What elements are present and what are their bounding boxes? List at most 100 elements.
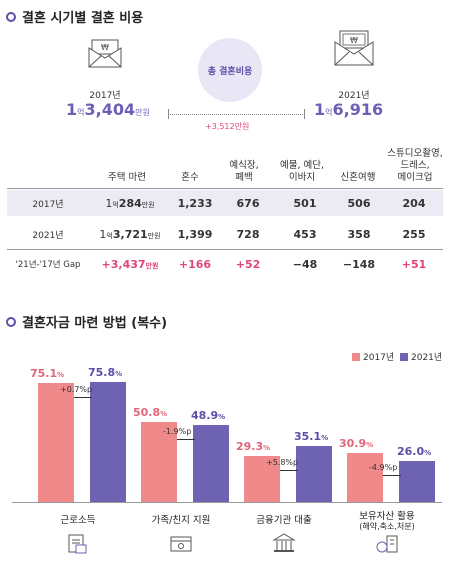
left-value: 3,404 <box>84 100 136 119</box>
col-header-studio: 스튜디오촬영, 드레스, 메이크업 <box>387 148 443 183</box>
diff-arrow <box>280 469 298 471</box>
left-prefix: 1 <box>66 100 78 119</box>
connector-tick-left <box>168 109 169 119</box>
bar-2021 <box>399 460 435 502</box>
gap-studio: +51 <box>401 257 427 271</box>
house-eok: 억 <box>106 231 113 240</box>
right-total: 1억6,916 <box>314 100 383 119</box>
category-label: 금융기관 대출 <box>256 515 312 526</box>
gap-gifts: −48 <box>292 257 318 271</box>
value-label-2017: 29.3% <box>236 439 271 453</box>
envelope-money-icon-2021: ₩ <box>334 30 374 66</box>
section-title-text: 결혼자금 마련 방법 (복수) <box>22 316 168 331</box>
diff-label: +0.7%p <box>60 385 93 395</box>
cash-stack-icon <box>170 536 192 552</box>
col-header-dowry: 혼수 <box>181 172 199 183</box>
section-title-cost: 결혼 시기별 결혼 비용 <box>6 7 143 26</box>
gap-venue: +52 <box>235 257 261 271</box>
chart-baseline <box>12 502 442 503</box>
bullet-icon <box>6 316 16 327</box>
left-eok: 억 <box>77 108 85 117</box>
diff-label: +5.8%p <box>266 457 299 467</box>
bar-2017 <box>141 421 177 502</box>
bank-icon <box>272 533 296 552</box>
envelope-money-icon: ₩ <box>88 39 122 68</box>
diff-arrow <box>383 474 401 476</box>
value-label-2021: 75.8% <box>88 366 123 379</box>
bar-2021 <box>296 446 332 502</box>
diff-arrow <box>177 438 195 440</box>
house-unit: 만원 <box>147 231 161 240</box>
value-label-2021: 48.9% <box>191 408 226 422</box>
venue-cell: 728 <box>236 227 260 241</box>
diff-label: -4.9%p <box>369 462 398 472</box>
payslip-icon <box>68 534 87 554</box>
category-label: 근로소득 <box>60 515 96 526</box>
right-eok: 억 <box>325 108 333 117</box>
col-header-house: 주택 마련 <box>108 172 146 183</box>
bar-2017 <box>347 453 383 502</box>
row-label: 2021년 <box>32 230 64 241</box>
category-label: 보유자산 활용 <box>359 511 415 522</box>
connector-tick-right <box>304 109 305 119</box>
legend-label-2021: 2021년 <box>411 353 443 363</box>
svg-text:₩: ₩ <box>350 36 358 45</box>
house-prefix: 1 <box>99 227 107 241</box>
gifts-cell: 501 <box>293 196 317 210</box>
studio-cell: 204 <box>402 196 426 210</box>
house-cell: 1억284만원 <box>89 197 171 210</box>
right-prefix: 1 <box>314 100 326 119</box>
gap-house-unit: 만원 <box>145 261 159 270</box>
section-title-text: 결혼 시기별 결혼 비용 <box>22 11 144 26</box>
gap-label: '21년-'17년 Gap <box>15 260 81 270</box>
dotted-connector <box>168 114 305 115</box>
house-unit: 만원 <box>141 200 155 209</box>
left-year: 2017년 <box>89 91 121 101</box>
legend-2021: 2021년 <box>400 350 442 363</box>
venue-cell: 676 <box>236 196 260 210</box>
col-header-honeymoon: 신혼여행 <box>340 172 376 183</box>
house-prefix: 1 <box>105 196 113 210</box>
gap-house-cell: +3,437만원 <box>89 258 171 271</box>
bar-2017 <box>244 455 280 502</box>
studio-cell: 255 <box>402 227 426 241</box>
category-label: 가족/친지 지원 <box>151 515 211 526</box>
gifts-cell: 453 <box>293 227 317 241</box>
bar-2021 <box>193 424 229 502</box>
total-cost-circle: 총 결혼비용 <box>198 38 262 102</box>
total-diff: +3,512만원 <box>205 122 250 131</box>
gap-house-value: +3,437 <box>101 257 146 271</box>
row-label: 2017년 <box>32 199 64 210</box>
value-label-2017: 30.9% <box>339 437 374 451</box>
house-value: 284 <box>118 196 142 210</box>
gap-honeymoon: −148 <box>342 257 376 271</box>
col-header-gifts: 예물, 예단, 이바지 <box>279 160 325 183</box>
house-cell: 1억3,721만원 <box>89 228 171 241</box>
category-sublabel: (해약,축소,처분) <box>359 522 415 531</box>
legend-2017: 2017년 <box>352 350 394 363</box>
legend-label-2017: 2017년 <box>363 353 395 363</box>
table-row-2017: 2017년 1억284만원 1,233 676 501 506 204 <box>7 190 443 216</box>
col-header-venue: 예식장, 폐백 <box>229 160 259 183</box>
diff-label: -1.9%p <box>163 426 192 436</box>
legend-swatch-2017 <box>352 352 360 361</box>
house-eok: 억 <box>112 200 119 209</box>
table-mid-border <box>7 249 443 250</box>
bullet-icon <box>6 11 16 22</box>
assets-icon <box>376 535 398 553</box>
table-row-2021: 2021년 1억3,721만원 1,399 728 453 358 255 <box>7 221 443 247</box>
dowry-cell: 1,233 <box>177 196 213 210</box>
gap-dowry: +166 <box>178 257 212 271</box>
table-top-border <box>7 188 443 189</box>
bar-2021 <box>90 382 126 502</box>
dowry-cell: 1,399 <box>177 227 213 241</box>
honeymoon-cell: 358 <box>347 227 371 241</box>
right-year: 2021년 <box>338 91 370 101</box>
table-row-gap: '21년-'17년 Gap +3,437만원 +166 +52 −48 −148… <box>7 251 443 277</box>
honeymoon-cell: 506 <box>347 196 371 210</box>
value-label-2017: 50.8% <box>133 405 168 419</box>
right-value: 6,916 <box>332 100 384 119</box>
diff-arrow <box>74 397 92 399</box>
svg-text:₩: ₩ <box>101 43 109 52</box>
bar-2017 <box>38 383 74 502</box>
